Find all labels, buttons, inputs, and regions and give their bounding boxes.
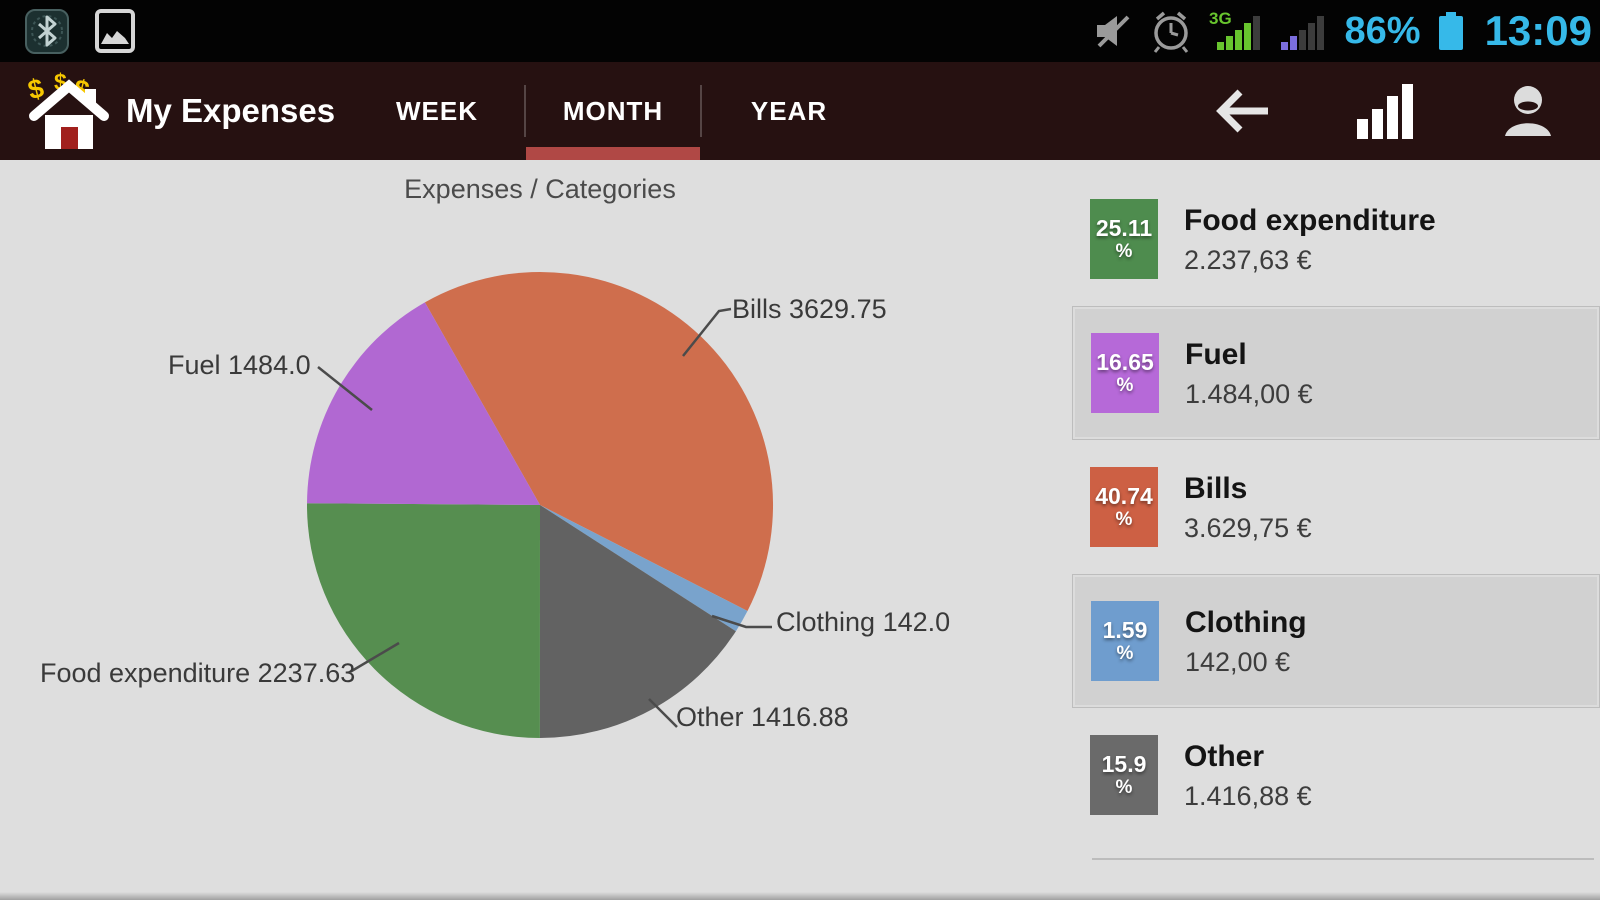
category-amount: 1.484,00 € bbox=[1185, 378, 1313, 409]
percent-badge: 40.74 % bbox=[1090, 467, 1158, 547]
tab-month[interactable]: MONTH bbox=[526, 62, 700, 160]
list-divider bbox=[1092, 858, 1594, 860]
profile-button[interactable] bbox=[1483, 62, 1573, 160]
status-bar-left bbox=[0, 7, 136, 55]
category-list: 25.11 % Food expenditure 2.237,63 € 16.6… bbox=[1072, 160, 1600, 900]
tab-week[interactable]: WEEK bbox=[350, 62, 524, 160]
bluetooth-icon bbox=[25, 9, 69, 54]
percent-unit: % bbox=[1116, 375, 1134, 396]
percent-badge: 25.11 % bbox=[1090, 199, 1158, 279]
item-text: Bills 3.629,75 € bbox=[1184, 472, 1312, 543]
battery-percent: 86% bbox=[1344, 9, 1421, 52]
percent-value: 1.59 bbox=[1102, 617, 1148, 643]
category-name: Other bbox=[1184, 739, 1265, 773]
home-app-icon[interactable]: $ $ $ bbox=[26, 69, 112, 153]
leader-lines bbox=[317, 307, 772, 728]
tab-separator bbox=[524, 85, 526, 137]
list-item-other[interactable]: 15.9 % Other 1.416,88 € bbox=[1072, 708, 1600, 842]
percent-unit: % bbox=[1116, 643, 1134, 664]
item-text: Clothing 142,00 € bbox=[1185, 606, 1307, 677]
pie-slice-fuel[interactable] bbox=[307, 302, 540, 505]
percent-unit: % bbox=[1115, 777, 1133, 798]
list-item-food[interactable]: 25.11 % Food expenditure 2.237,63 € bbox=[1072, 172, 1600, 306]
pie-slice-bills[interactable] bbox=[424, 271, 774, 611]
percent-badge: 1.59 % bbox=[1091, 601, 1159, 681]
active-tab-indicator bbox=[526, 147, 700, 160]
percent-badge: 16.65 % bbox=[1091, 333, 1159, 413]
tab-week-label: WEEK bbox=[396, 95, 478, 126]
tab-year[interactable]: YEAR bbox=[702, 62, 876, 160]
item-text: Other 1.416,88 € bbox=[1184, 740, 1312, 811]
tab-month-label: MONTH bbox=[562, 95, 664, 126]
list-item-clothing[interactable]: 1.59 % Clothing 142,00 € bbox=[1072, 574, 1600, 708]
category-amount: 1.416,88 € bbox=[1184, 780, 1312, 811]
network-badge-text: 3G bbox=[1209, 9, 1232, 28]
pie-slice-clothing[interactable] bbox=[540, 505, 748, 632]
content: Expenses / Categories Bills 3629.75 Fuel… bbox=[0, 160, 1600, 900]
category-amount: 3.629,75 € bbox=[1184, 512, 1312, 543]
item-text: Food expenditure 2.237,63 € bbox=[1184, 204, 1436, 275]
pie-slice-food-expenditure[interactable] bbox=[306, 503, 540, 738]
clock: 13:09 bbox=[1484, 7, 1592, 54]
back-button[interactable] bbox=[1197, 62, 1287, 160]
status-bar: 3G 86% 13:09 bbox=[0, 0, 1600, 62]
category-amount: 2.237,63 € bbox=[1184, 244, 1312, 275]
category-name: Fuel bbox=[1185, 337, 1247, 371]
pie-label-clothing: Clothing 142.0 bbox=[776, 607, 951, 637]
signal-secondary-icon bbox=[1280, 16, 1324, 50]
alarm-icon bbox=[1153, 11, 1188, 53]
tab-year-label: YEAR bbox=[750, 95, 828, 126]
mute-icon bbox=[1096, 15, 1129, 48]
action-bar: $ $ $ My Expenses WEEK MONTH YEAR bbox=[0, 62, 1600, 160]
percent-unit: % bbox=[1115, 241, 1133, 262]
signal-3g-icon: 3G bbox=[1209, 9, 1260, 50]
person-icon bbox=[1505, 86, 1552, 136]
percent-value: 40.74 bbox=[1095, 483, 1153, 509]
percent-unit: % bbox=[1115, 509, 1133, 530]
percent-value: 25.11 bbox=[1095, 215, 1153, 241]
category-amount: 142,00 € bbox=[1185, 646, 1291, 677]
pie-label-other: Other 1416.88 bbox=[676, 702, 849, 732]
pie-chart bbox=[306, 271, 774, 738]
stats-bars-icon bbox=[1356, 84, 1413, 139]
category-name: Clothing bbox=[1185, 605, 1307, 639]
percent-value: 16.65 bbox=[1096, 349, 1154, 375]
status-bar-right: 3G 86% 13:09 bbox=[1091, 7, 1600, 55]
category-name: Food expenditure bbox=[1184, 203, 1436, 237]
pie-label-food: Food expenditure 2237.63 bbox=[40, 658, 356, 688]
action-bar-actions bbox=[1170, 62, 1600, 160]
back-arrow-icon bbox=[1215, 89, 1268, 133]
pie-slice-other[interactable] bbox=[539, 505, 736, 738]
list-item-bills[interactable]: 40.74 % Bills 3.629,75 € bbox=[1072, 440, 1600, 574]
tab-bar: WEEK MONTH YEAR bbox=[350, 62, 876, 160]
battery-icon bbox=[1438, 12, 1463, 50]
page-title: My Expenses bbox=[126, 92, 336, 129]
pie-label-fuel: Fuel 1484.0 bbox=[168, 350, 311, 380]
category-name: Bills bbox=[1184, 471, 1248, 505]
list-item-fuel[interactable]: 16.65 % Fuel 1.484,00 € bbox=[1072, 306, 1600, 440]
pie-label-bills: Bills 3629.75 bbox=[732, 294, 887, 324]
svg-text:$: $ bbox=[26, 73, 47, 106]
gallery-icon bbox=[95, 9, 135, 53]
stats-button[interactable] bbox=[1340, 62, 1430, 160]
chart-title: Expenses / Categories bbox=[404, 174, 676, 204]
percent-badge: 15.9 % bbox=[1090, 735, 1158, 815]
tab-separator bbox=[700, 85, 702, 137]
percent-value: 15.9 bbox=[1101, 751, 1147, 777]
item-text: Fuel 1.484,00 € bbox=[1185, 338, 1313, 409]
